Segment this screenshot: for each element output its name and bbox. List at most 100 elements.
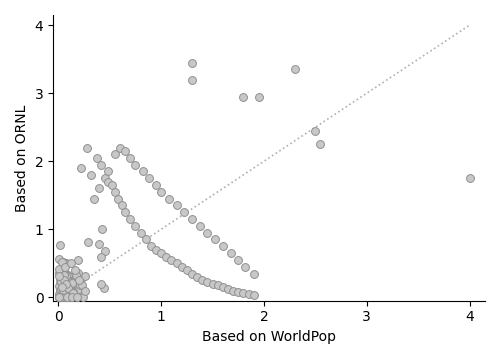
Point xyxy=(157,189,165,195)
Y-axis label: Based on ORNL: Based on ORNL xyxy=(15,104,29,211)
Point xyxy=(56,294,64,300)
Point xyxy=(64,280,72,286)
Point xyxy=(60,280,68,285)
Point xyxy=(56,294,64,300)
Point xyxy=(62,294,70,300)
Point xyxy=(240,94,248,99)
Point xyxy=(74,257,82,263)
Point xyxy=(58,275,66,281)
Point xyxy=(242,264,250,270)
Point xyxy=(56,294,64,300)
Point xyxy=(138,169,146,174)
Point xyxy=(60,264,68,270)
Point xyxy=(66,278,74,284)
Point xyxy=(60,290,68,296)
Point xyxy=(60,283,68,289)
Point xyxy=(227,250,235,256)
Point xyxy=(62,276,70,282)
Point xyxy=(68,290,76,296)
Point xyxy=(58,266,66,272)
Point xyxy=(66,282,74,288)
Point xyxy=(62,281,70,287)
Point xyxy=(188,60,196,65)
Point xyxy=(312,128,320,134)
Point xyxy=(66,277,74,283)
Point xyxy=(58,281,66,287)
Point xyxy=(180,209,188,215)
Point xyxy=(193,274,201,280)
Point xyxy=(68,280,76,286)
Point xyxy=(72,274,80,280)
Point xyxy=(168,257,175,263)
Point xyxy=(77,165,85,171)
Point xyxy=(208,281,216,286)
Point xyxy=(224,286,232,292)
Point xyxy=(56,273,64,279)
Point xyxy=(63,287,71,293)
Point xyxy=(75,286,83,292)
Point xyxy=(59,294,67,300)
Point xyxy=(64,288,72,294)
Point xyxy=(66,281,74,287)
Point xyxy=(58,294,66,300)
Point xyxy=(62,286,70,292)
Point xyxy=(64,284,72,289)
Point xyxy=(178,264,186,270)
Point xyxy=(234,289,242,295)
Point xyxy=(60,278,68,283)
Point xyxy=(63,288,71,293)
Point xyxy=(250,271,258,276)
Point xyxy=(60,294,68,300)
Point xyxy=(64,279,72,285)
Point xyxy=(68,292,76,297)
Point xyxy=(60,283,68,289)
Point xyxy=(62,282,70,288)
Point xyxy=(62,294,70,299)
Point xyxy=(78,283,86,288)
Point xyxy=(62,292,70,298)
Point xyxy=(94,155,102,161)
Point xyxy=(58,284,66,289)
Point xyxy=(98,162,106,168)
Point xyxy=(62,291,70,297)
Point xyxy=(100,176,108,181)
Point xyxy=(69,289,77,295)
Point xyxy=(147,243,155,249)
Point xyxy=(60,294,68,300)
Point xyxy=(68,294,76,300)
Point xyxy=(316,141,324,147)
Point xyxy=(56,294,64,300)
Point xyxy=(72,272,80,278)
Point xyxy=(196,223,204,229)
Point xyxy=(56,294,64,300)
Point xyxy=(58,280,66,286)
Point xyxy=(64,289,72,295)
Point xyxy=(58,264,66,270)
Point xyxy=(250,292,258,298)
Point xyxy=(56,288,64,293)
Point xyxy=(66,294,74,300)
Point xyxy=(58,294,66,300)
Point xyxy=(118,202,126,208)
Point xyxy=(64,293,72,299)
Point xyxy=(98,226,106,232)
Point xyxy=(56,266,64,272)
Point xyxy=(73,294,81,300)
Point xyxy=(64,294,72,300)
Point xyxy=(59,294,67,300)
Point xyxy=(58,279,66,284)
X-axis label: Based on WorldPop: Based on WorldPop xyxy=(202,330,336,344)
Point xyxy=(69,276,77,282)
Point xyxy=(145,176,153,181)
Point xyxy=(111,151,119,157)
Point xyxy=(74,270,82,276)
Point xyxy=(166,196,173,201)
Point xyxy=(204,280,212,285)
Point xyxy=(67,294,75,300)
Point xyxy=(62,262,70,267)
Point xyxy=(121,209,129,215)
Point xyxy=(60,268,68,274)
Point xyxy=(56,270,64,276)
Point xyxy=(126,155,134,161)
Point xyxy=(68,294,76,300)
